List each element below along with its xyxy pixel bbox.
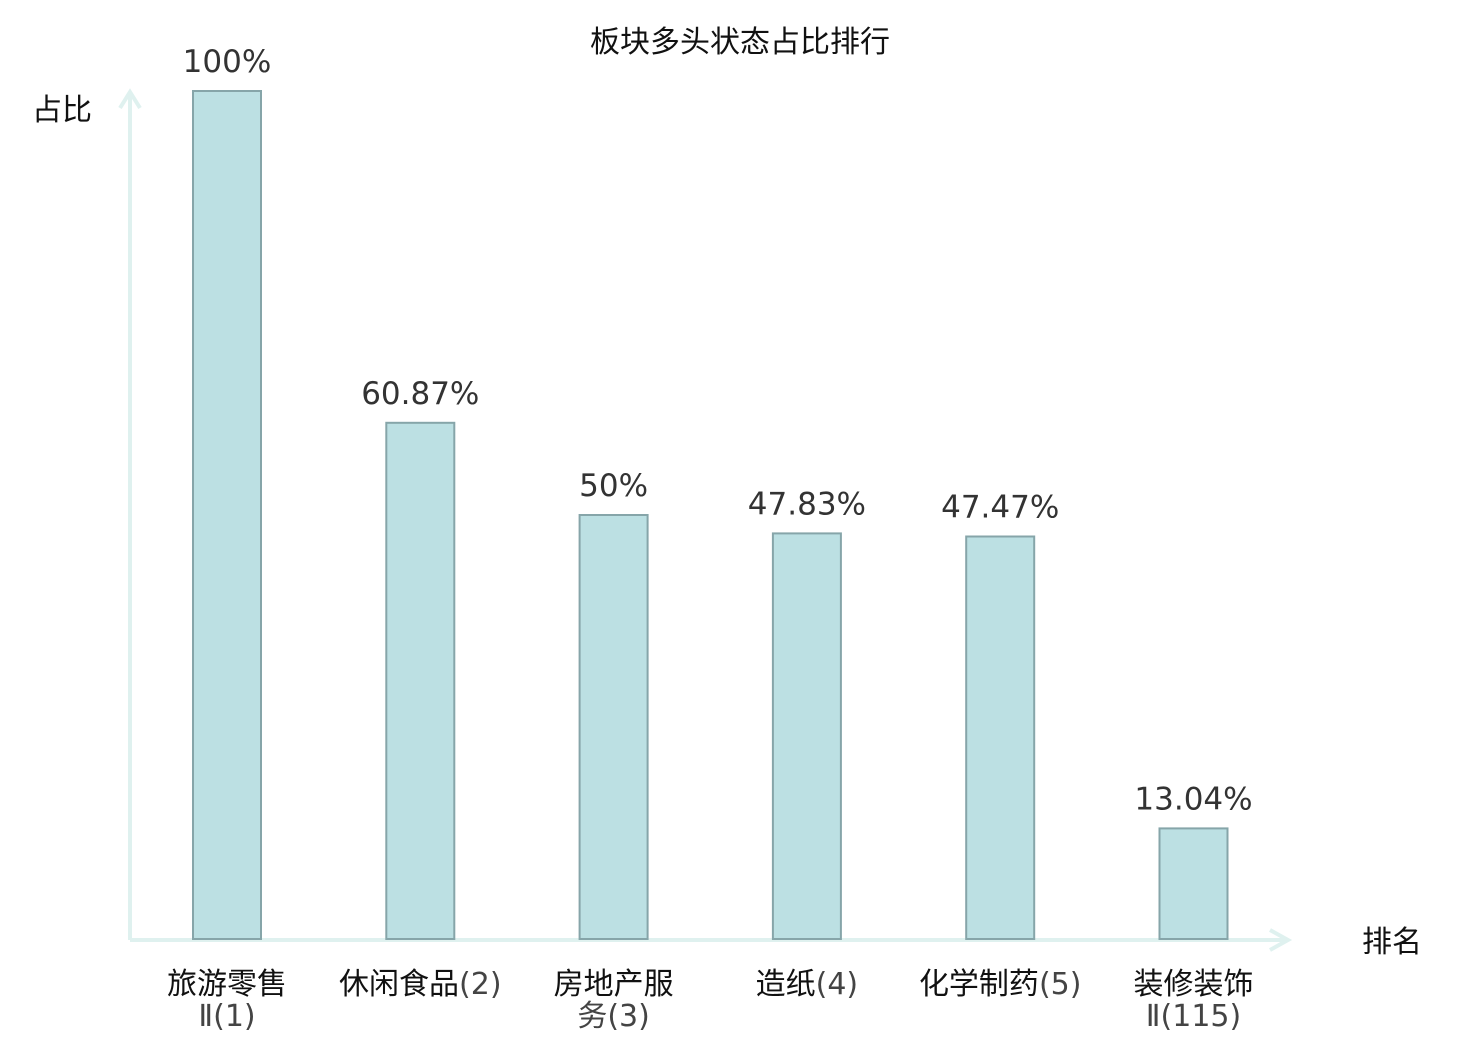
tick-label-name: 房地产服	[554, 967, 674, 1002]
value-label: 100%	[183, 44, 272, 80]
x-tick-label: 造纸(4)	[756, 967, 859, 1002]
tick-label-rank: Ⅱ(115)	[1146, 999, 1241, 1034]
x-axis-label: 排名	[1362, 925, 1422, 960]
tick-label-name: 旅游零售	[167, 967, 287, 1002]
value-label: 13.04%	[1134, 781, 1252, 817]
y-axis-arrow	[118, 88, 142, 110]
tick-label-name: 装修装饰	[1134, 967, 1254, 1002]
tick-label-name: 造纸	[756, 967, 816, 1002]
value-label: 47.83%	[748, 486, 866, 522]
y-axis-label: 占比	[32, 93, 92, 128]
tick-label-name: 化学制药	[919, 967, 1039, 1002]
chart-title: 板块多头状态占比排行	[590, 25, 890, 60]
bar	[385, 421, 456, 940]
tick-label-rank: (5)	[1039, 967, 1082, 1002]
x-tick-label: 化学制药(5)	[919, 967, 1081, 1002]
bar	[1158, 827, 1229, 941]
value-label: 47.47%	[941, 490, 1059, 526]
tick-label-rank: (4)	[816, 967, 859, 1002]
bar	[578, 514, 649, 940]
tick-label-rank: (2)	[459, 967, 502, 1002]
bar	[965, 535, 1036, 940]
x-axis-arrow	[1269, 928, 1293, 952]
tick-label-name: 休闲食品	[339, 967, 459, 1002]
bar	[771, 532, 842, 941]
tick-label-rank: 务(3)	[577, 999, 650, 1034]
value-label: 50%	[579, 468, 648, 504]
x-tick-label: 休闲食品(2)	[339, 967, 502, 1002]
bar	[192, 90, 262, 940]
value-label: 60.87%	[361, 376, 479, 412]
tick-label-rank: Ⅱ(1)	[198, 999, 255, 1034]
